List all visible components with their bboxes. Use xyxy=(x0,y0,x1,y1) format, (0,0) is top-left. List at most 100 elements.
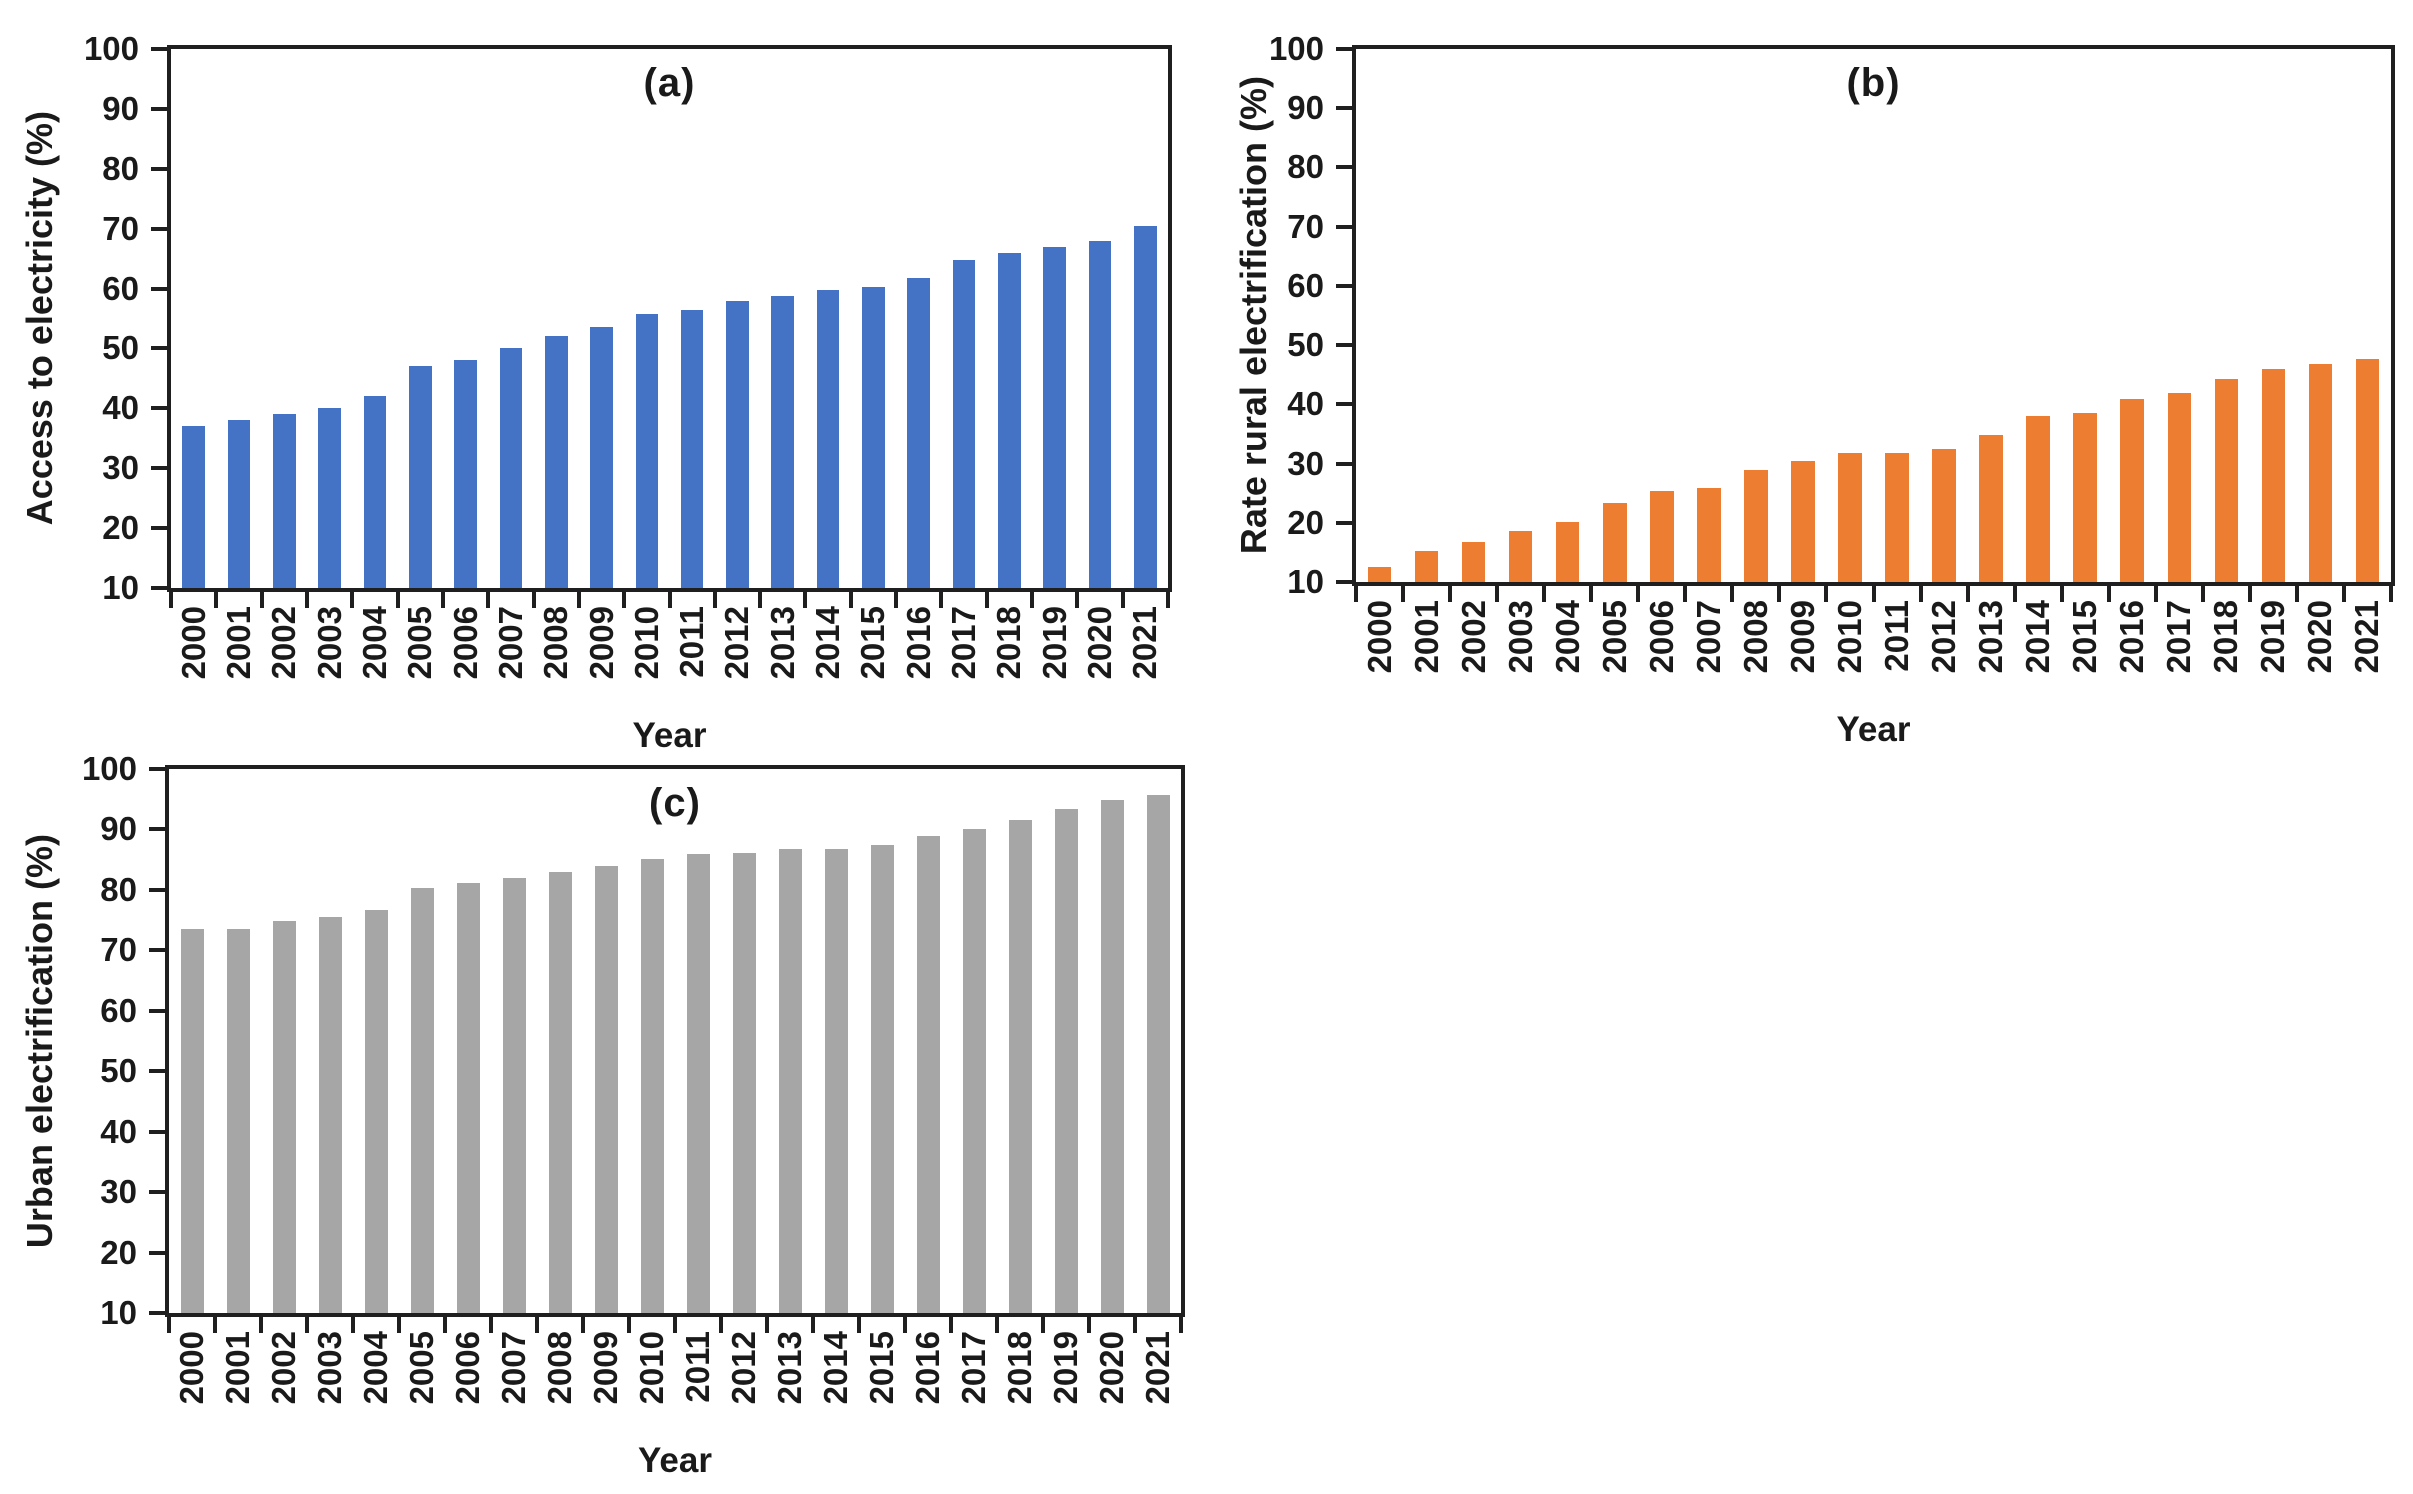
x-category-label-text-2010: 2010 xyxy=(633,1331,670,1405)
bar-2007 xyxy=(1697,487,1721,582)
x-category-label-2016: 2016 xyxy=(896,606,941,714)
x-category-label-text-2002: 2002 xyxy=(265,606,303,680)
bar-2000 xyxy=(182,426,205,588)
x-tick-mark-5 xyxy=(1589,586,1594,602)
x-tick-mark-14 xyxy=(2012,586,2017,602)
y-tick-mark-10 xyxy=(1336,580,1352,584)
y-tick-mark-80 xyxy=(1336,165,1352,170)
x-category-label-text-2004: 2004 xyxy=(355,606,393,680)
x-category-label-text-2012: 2012 xyxy=(718,606,756,680)
x-category-label-text-2020: 2020 xyxy=(2301,600,2339,674)
x-category-label-2008: 2008 xyxy=(537,1331,583,1439)
x-category-label-2014: 2014 xyxy=(805,606,850,714)
x-tick-mark-8 xyxy=(531,592,536,608)
x-category-label-text-2021: 2021 xyxy=(2348,600,2386,674)
x-category-label-text-2003: 2003 xyxy=(310,606,348,680)
y-tick-label-60: 60 xyxy=(100,991,137,1029)
x-tick-mark-1 xyxy=(214,592,219,608)
bar-2015 xyxy=(862,286,885,588)
bar-2020 xyxy=(1100,799,1124,1313)
y-tick-mark-50 xyxy=(149,1069,165,1074)
x-tick-mark-18 xyxy=(995,1317,999,1333)
bar-2020 xyxy=(2308,364,2333,582)
x-tick-mark-22 xyxy=(2389,586,2393,602)
x-tick-mark-4 xyxy=(1542,586,1547,602)
x-category-label-2016: 2016 xyxy=(2109,600,2156,708)
x-tick-mark-19 xyxy=(1041,1317,1045,1333)
panel-label-c: (c) xyxy=(649,781,701,825)
bar-2014 xyxy=(824,848,848,1313)
x-tick-mark-3 xyxy=(305,1317,309,1333)
y-tick-mark-40 xyxy=(151,406,167,411)
x-category-label-2005: 2005 xyxy=(398,606,443,714)
bar-2013 xyxy=(778,848,802,1313)
y-tick-mark-60 xyxy=(151,286,167,291)
x-category-label-text-2017: 2017 xyxy=(2160,600,2198,674)
x-tick-mark-1 xyxy=(1401,586,1406,602)
x-category-label-2017: 2017 xyxy=(951,1331,997,1439)
x-category-label-text-2000: 2000 xyxy=(1360,600,1398,674)
x-category-label-text-2014: 2014 xyxy=(2019,600,2057,674)
x-category-label-2004: 2004 xyxy=(352,606,397,714)
bar-2015 xyxy=(2073,412,2097,582)
bar-2019 xyxy=(2261,369,2286,582)
x-tick-mark-15 xyxy=(848,592,853,608)
x-tick-mark-21 xyxy=(2341,586,2346,602)
x-category-label-2002: 2002 xyxy=(1450,600,1497,708)
bar-2011 xyxy=(686,854,710,1313)
x-category-label-2002: 2002 xyxy=(262,606,307,714)
x-tick-mark-9 xyxy=(581,1317,585,1333)
x-tick-mark-9 xyxy=(576,592,581,608)
chart-access-to-electricity: (a) Access to electricity (%) Year 100 90… xyxy=(0,0,1220,755)
bar-2005 xyxy=(1602,503,1627,582)
x-tick-mark-10 xyxy=(1824,586,1829,602)
x-tick-mark-2 xyxy=(259,1317,263,1333)
bar-2015 xyxy=(870,844,894,1313)
x-tick-mark-0 xyxy=(1354,586,1358,602)
bar-2012 xyxy=(726,301,749,588)
bar-2016 xyxy=(2120,399,2144,582)
x-category-label-text-2013: 2013 xyxy=(763,606,801,680)
y-tick-label-10: 10 xyxy=(1287,563,1324,600)
panel-label-b: (b) xyxy=(1846,61,1901,105)
x-category-label-text-2015: 2015 xyxy=(854,606,892,680)
x-category-label-text-2002: 2002 xyxy=(1454,600,1492,674)
x-category-label-text-2001: 2001 xyxy=(219,1331,256,1405)
x-category-label-text-2013: 2013 xyxy=(771,1331,808,1405)
bar-2014 xyxy=(816,289,840,588)
bar-2014 xyxy=(2026,416,2050,582)
plot-area-a: (a) xyxy=(167,45,1172,592)
bar-2007 xyxy=(502,877,526,1313)
x-category-label-text-2010: 2010 xyxy=(627,606,665,680)
x-tick-mark-8 xyxy=(535,1317,539,1333)
x-category-label-2019: 2019 xyxy=(2250,600,2297,708)
x-category-label-text-2008: 2008 xyxy=(537,606,575,680)
x-category-label-2013: 2013 xyxy=(1968,600,2015,708)
y-tick-mark-70 xyxy=(149,948,165,953)
bar-2017 xyxy=(962,829,986,1313)
x-tick-mark-10 xyxy=(627,1317,631,1333)
y-tick-label-40: 40 xyxy=(100,1112,137,1150)
x-category-label-text-2009: 2009 xyxy=(587,1331,624,1405)
bar-2004 xyxy=(1555,522,1580,582)
x-tick-mark-16 xyxy=(2106,586,2111,602)
y-tick-mark-60 xyxy=(1336,283,1352,288)
x-category-label-text-2019: 2019 xyxy=(1035,606,1073,680)
bar-2017 xyxy=(952,259,976,588)
x-tick-mark-7 xyxy=(1683,586,1688,602)
y-tick-mark-10 xyxy=(151,586,167,590)
x-axis-title-b: Year xyxy=(1836,710,1911,749)
x-category-label-2003: 2003 xyxy=(1497,600,1544,708)
bar-2008 xyxy=(544,336,568,588)
x-category-label-2020: 2020 xyxy=(1077,606,1122,714)
x-category-label-2021: 2021 xyxy=(1123,606,1168,714)
bar-2001 xyxy=(227,420,251,588)
chart-rural-electrification: (b) Rate rural electrification (%) Year … xyxy=(1220,0,2413,749)
x-category-label-2021: 2021 xyxy=(2344,600,2391,708)
plot-area-c: (c) xyxy=(165,765,1185,1317)
x-tick-mark-12 xyxy=(712,592,717,608)
x-category-label-2020: 2020 xyxy=(1089,1331,1135,1439)
x-category-label-text-2001: 2001 xyxy=(219,606,257,680)
x-tick-mark-12 xyxy=(1918,586,1923,602)
bar-2010 xyxy=(1838,452,1862,582)
